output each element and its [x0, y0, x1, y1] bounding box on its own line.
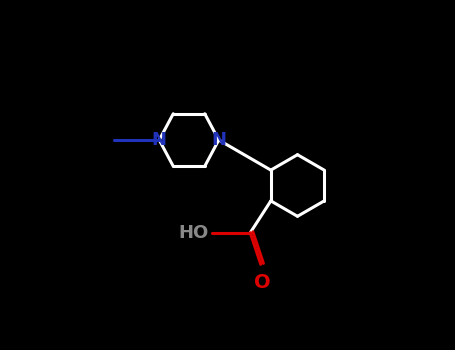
Text: HO: HO [179, 224, 209, 242]
Text: N: N [211, 131, 226, 149]
Text: O: O [254, 273, 271, 292]
Text: N: N [152, 131, 167, 149]
